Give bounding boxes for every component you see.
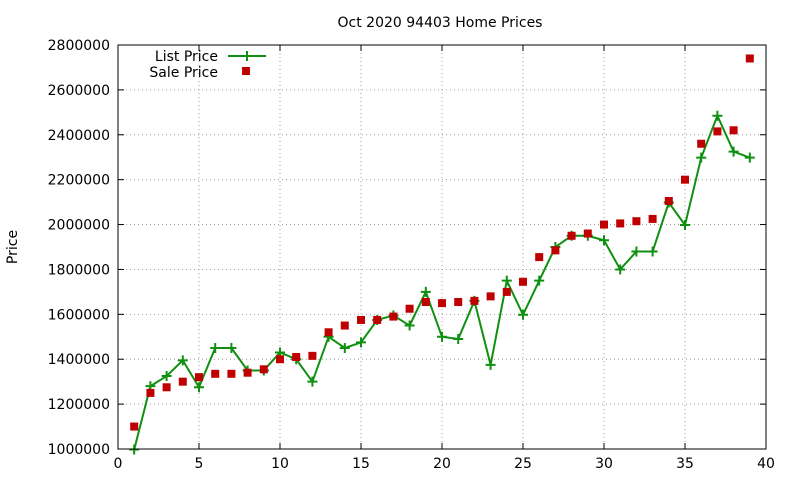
sale-price-point: [308, 351, 317, 360]
sale-price-point: [162, 383, 171, 392]
list-price-point: [728, 146, 739, 157]
sale-price-point: [583, 229, 592, 238]
sale-price-point: [340, 321, 349, 330]
list-price-point: [534, 275, 545, 286]
list-price-point: [210, 343, 221, 353]
y-axis-label: Price: [5, 230, 21, 264]
y-tick-label: 1600000: [48, 307, 110, 323]
list-price-point: [696, 152, 707, 163]
list-price-point: [420, 286, 431, 297]
grid-lines: [118, 45, 766, 449]
list-price-point: [518, 309, 528, 320]
x-tick-label: 40: [757, 456, 775, 472]
legend-label-list-price: List Price: [155, 49, 218, 65]
legend: List Price Sale Price: [149, 49, 266, 81]
sale-price-point: [519, 277, 527, 286]
sale-price-point: [681, 175, 689, 184]
legend-label-sale-price: Sale Price: [149, 65, 218, 81]
y-tick-label: 2600000: [48, 83, 110, 99]
x-tick-label: 30: [595, 456, 613, 472]
list-price-point: [161, 371, 172, 382]
sale-price-point: [600, 220, 608, 229]
legend-marker-sale-price: [242, 67, 250, 75]
sale-price-point: [259, 365, 268, 374]
axis-ticks: 1000000 1200000 1400000 1600000 1800000 20000…: [48, 38, 775, 472]
sale-price-point: [405, 304, 414, 313]
sale-price-point: [357, 315, 365, 324]
list-price-point: [404, 320, 415, 331]
sale-price-point: [178, 377, 187, 386]
sale-price-point: [745, 54, 754, 63]
y-tick-label: 1000000: [48, 442, 110, 458]
y-tick-label: 2400000: [48, 128, 110, 144]
list-price-point: [744, 152, 755, 163]
list-price-point: [437, 331, 447, 342]
list-price-point: [307, 376, 318, 387]
y-tick-label: 1800000: [48, 262, 110, 278]
list-price-point: [339, 343, 350, 353]
sale-price-point: [648, 214, 657, 223]
sale-price-point: [567, 231, 576, 240]
y-tick-label: 1200000: [48, 397, 110, 413]
sale-price-point: [227, 369, 236, 378]
list-price-point: [680, 220, 690, 231]
sale-price-point: [292, 352, 301, 361]
x-tick-label: 10: [271, 456, 289, 472]
list-price-point: [194, 382, 204, 393]
sale-price-point: [616, 219, 625, 228]
sale-price-point: [713, 127, 722, 136]
list-price-point: [356, 337, 366, 348]
x-tick-label: 15: [352, 456, 370, 472]
plot-frame: [117, 44, 767, 450]
sale-price-point: [697, 139, 706, 148]
sale-price-point: [324, 328, 333, 337]
list-price-point: [226, 343, 237, 353]
sale-price-point: [421, 297, 430, 306]
sale-price-point: [146, 388, 155, 397]
list-price-point: [485, 359, 496, 370]
sale-price-point: [729, 126, 738, 135]
sale-price-point: [664, 196, 673, 205]
list-price-point: [453, 334, 464, 345]
list-price-point: [647, 246, 658, 257]
list-price-point: [501, 275, 512, 286]
sale-price-point: [373, 315, 382, 324]
list-price-point: [177, 355, 188, 366]
chart-title: Oct 2020 94403 Home Prices: [338, 15, 543, 31]
list-price-point: [615, 264, 626, 275]
sale-price-point: [389, 312, 398, 321]
sale-price-point: [454, 297, 463, 306]
x-tick-label: 0: [114, 456, 123, 472]
sale-price-point: [243, 368, 252, 377]
sale-price-point: [502, 287, 511, 296]
sale-price-point: [130, 422, 139, 431]
sale-price-point: [470, 296, 479, 305]
legend-marker-list-price: [242, 51, 252, 61]
sale-price-point: [276, 355, 284, 364]
y-tick-label: 1400000: [48, 352, 110, 368]
sale-price-point: [551, 246, 560, 255]
y-tick-label: 2800000: [48, 38, 110, 54]
list-price-point: [712, 110, 723, 121]
sale-price-point: [195, 373, 203, 382]
sale-price-point: [632, 217, 641, 226]
sale-price-point: [211, 369, 220, 378]
data-series: [129, 54, 755, 455]
sale-price-point: [535, 253, 544, 262]
sale-price-point: [486, 292, 495, 301]
x-tick-label: 25: [514, 456, 532, 472]
y-tick-label: 2000000: [48, 218, 110, 234]
sale-price-point: [438, 299, 446, 308]
list-price-point: [599, 235, 609, 246]
list-price-point: [631, 246, 642, 257]
x-tick-label: 20: [433, 456, 451, 472]
y-tick-label: 2200000: [48, 173, 110, 189]
x-tick-label: 5: [195, 456, 204, 472]
x-tick-label: 35: [676, 456, 694, 472]
